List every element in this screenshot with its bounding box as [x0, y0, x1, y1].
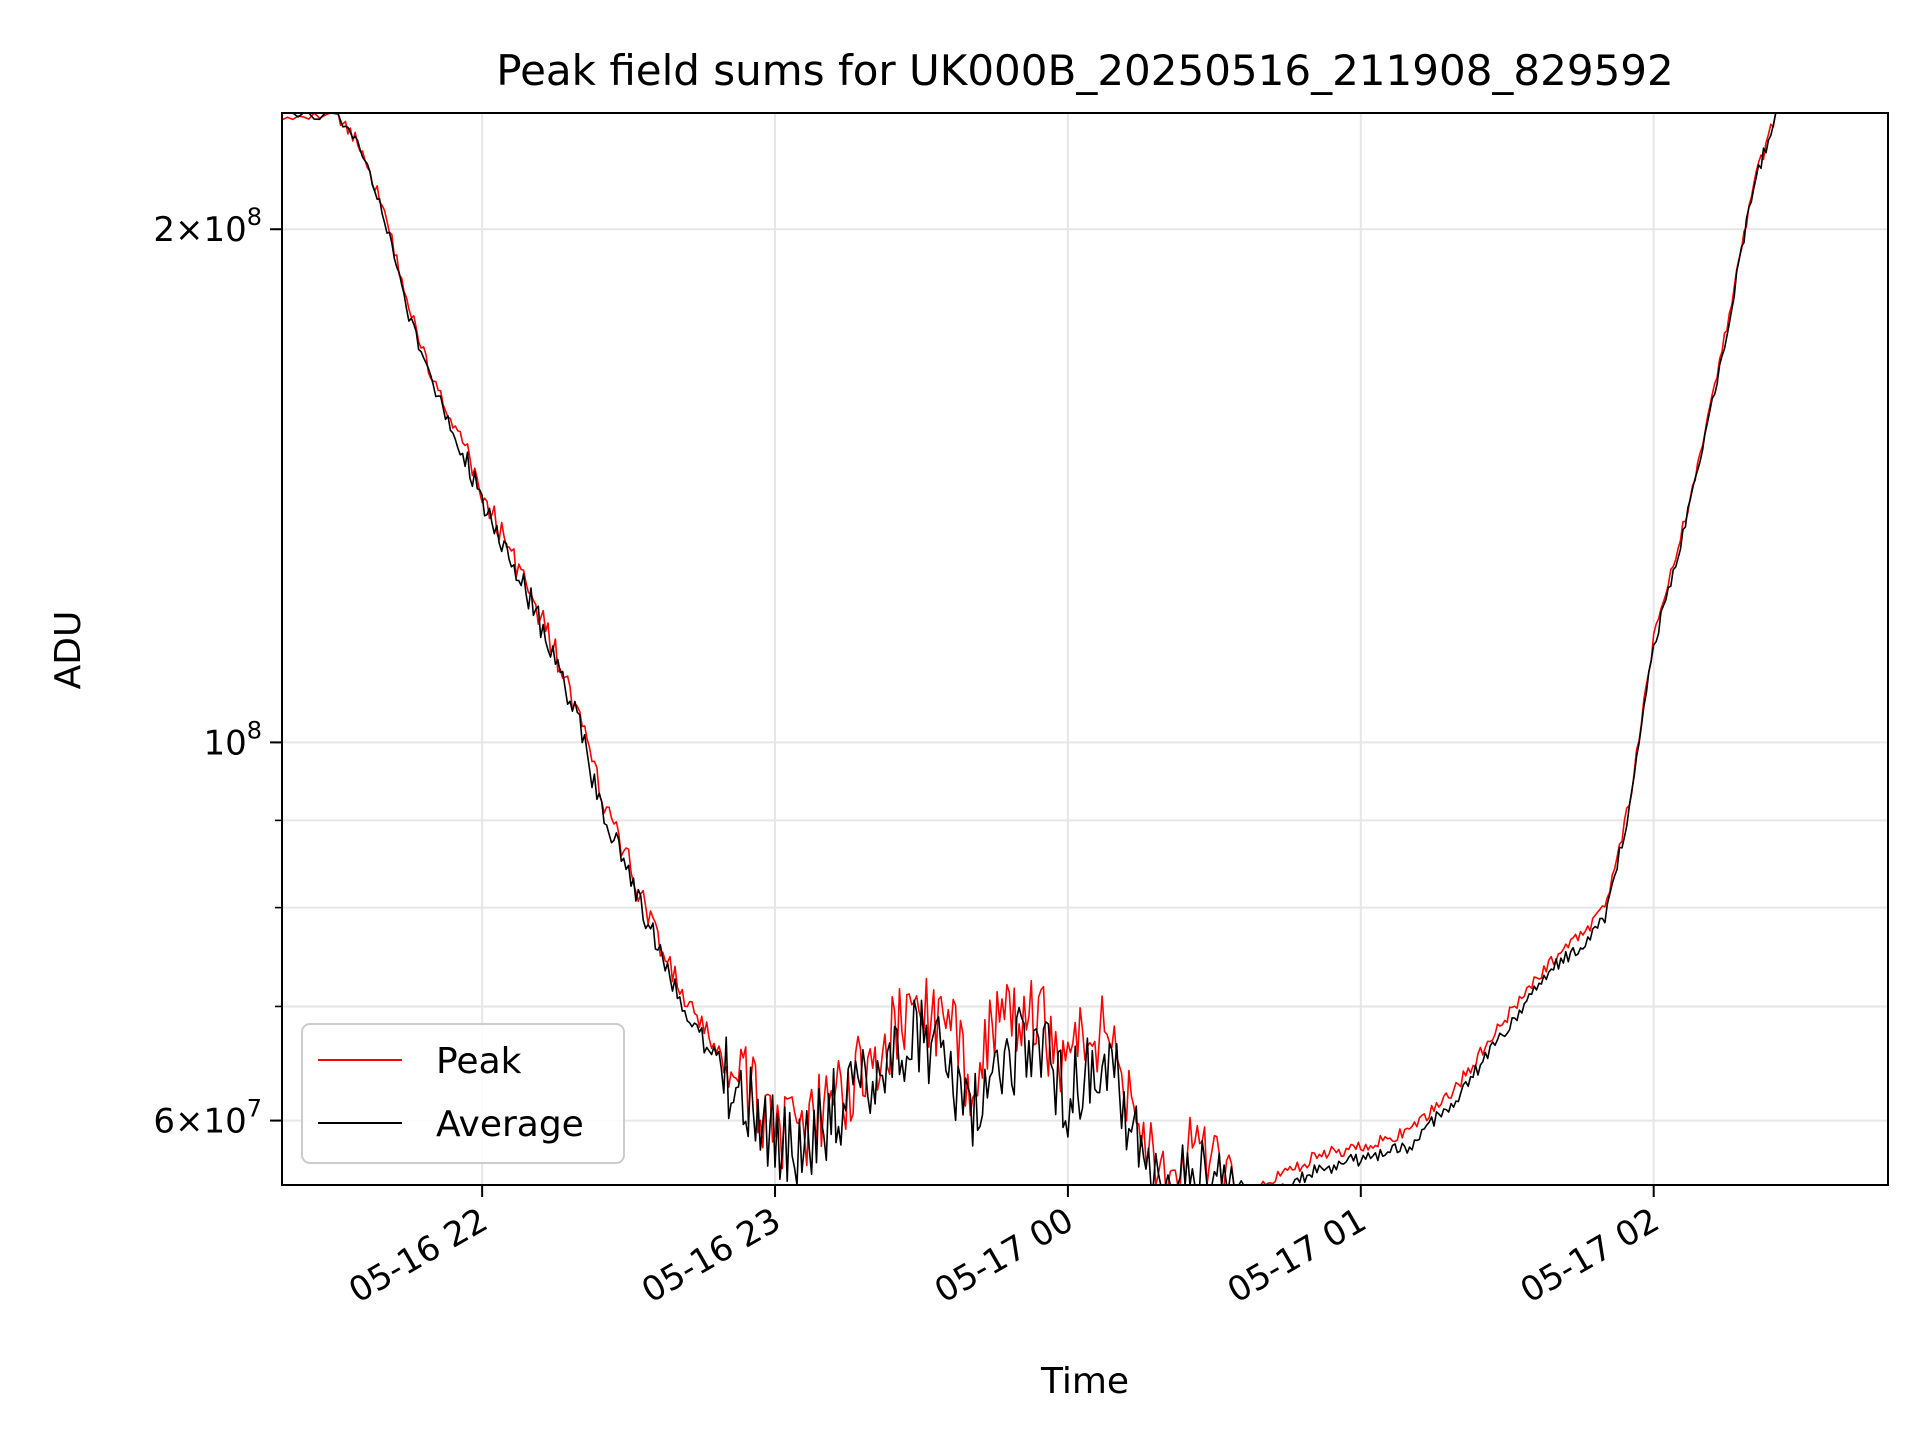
legend: Peak Average: [301, 1023, 625, 1164]
y-tick-label: 108: [203, 716, 262, 763]
legend-box: [301, 1023, 625, 1164]
y-tick-label: 6×107: [153, 1095, 262, 1142]
chart-title: Peak field sums for UK000B_20250516_2119…: [496, 46, 1674, 95]
legend-label-peak: Peak: [436, 1041, 522, 1082]
axes-frame: [281, 112, 1889, 1186]
y-tick-label: 2×108: [153, 203, 262, 250]
legend-label-average: Average: [436, 1104, 584, 1145]
series-line-peak: [281, 112, 1888, 1186]
x-axis-label: Time: [1040, 1361, 1129, 1402]
series-line-average: [282, 112, 1888, 1186]
series-lines: [281, 112, 1888, 1186]
y-axis-label: ADU: [48, 611, 89, 690]
